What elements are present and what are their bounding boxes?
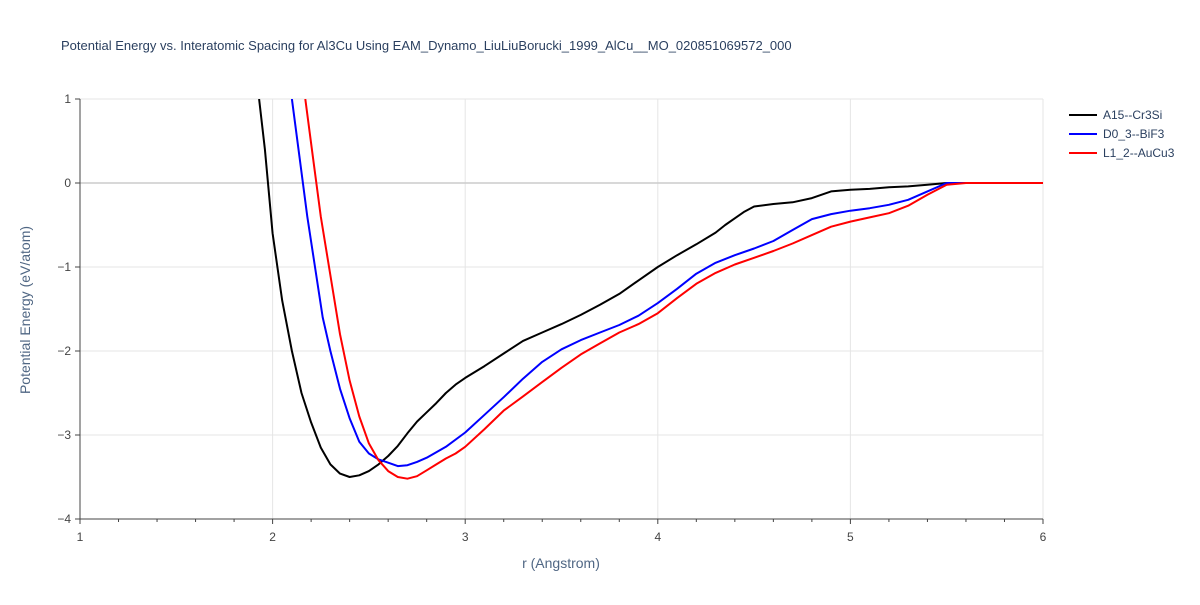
y-tick-label: 0 [64,176,71,190]
y-tick-label: −4 [57,512,71,526]
series-layer [258,99,1043,480]
x-tick-label: 6 [1040,530,1047,544]
y-axis-title: Potential Energy (eV/atom) [17,226,33,394]
axis-layer: 1 2 3 4 5 6 1 0 −1 −2 −3 −4 [57,92,1046,544]
x-tick-label: 3 [462,530,469,544]
legend-label: A15--Cr3Si [1103,108,1162,122]
y-tick-label: −2 [57,344,71,358]
chart-title: Potential Energy vs. Interatomic Spacing… [61,38,792,53]
x-tick-label: 1 [77,530,84,544]
y-tick-label: −3 [57,428,71,442]
series-line-d0-3-bif3 [290,99,1043,468]
series-line-l1-2-aucu3 [304,99,1043,480]
grid-layer [80,98,1044,519]
y-tick-label: 1 [64,92,71,106]
legend: A15--Cr3Si D0_3--BiF3 L1_2--AuCu3 [1069,108,1175,160]
legend-label: L1_2--AuCu3 [1103,146,1175,160]
x-tick-label: 2 [269,530,276,544]
x-tick-label: 4 [654,530,661,544]
x-tick-label: 5 [847,530,854,544]
y-tick-label: −1 [57,260,71,274]
x-axis-title: r (Angstrom) [522,555,600,571]
legend-label: D0_3--BiF3 [1103,127,1165,141]
series-line-a15-cr3si [258,99,1043,478]
